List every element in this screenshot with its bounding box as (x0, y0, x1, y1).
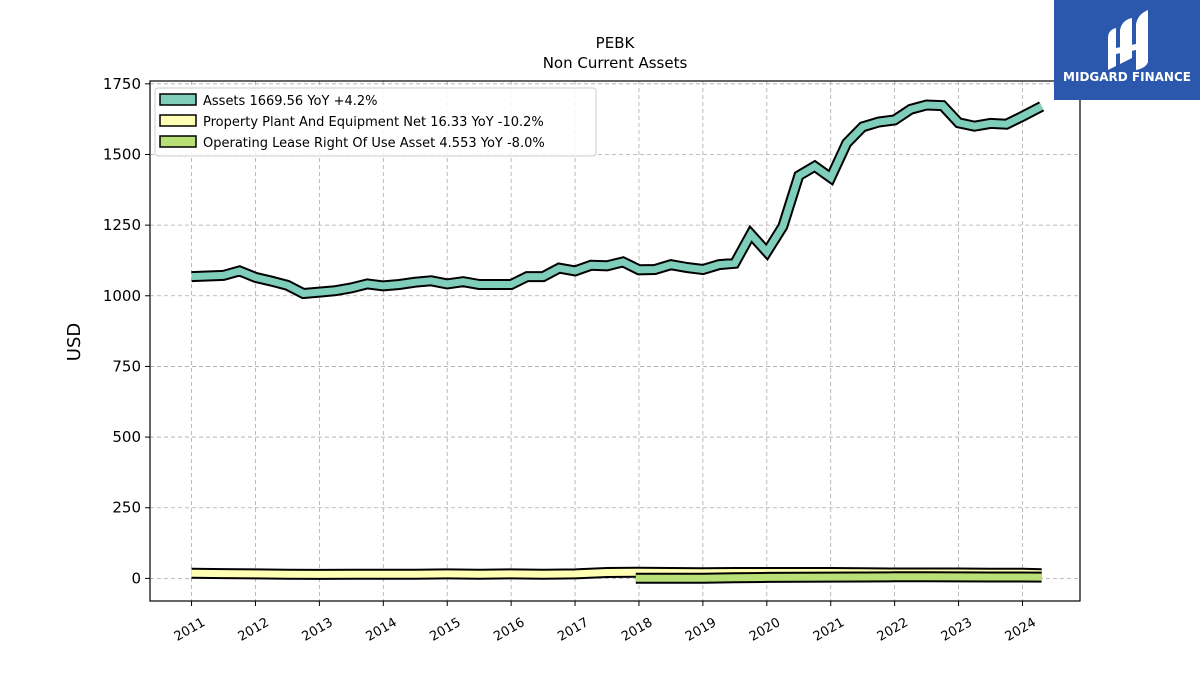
legend-label-assets: Assets 1669.56 YoY +4.2% (203, 94, 378, 109)
brand-mark-icon (1108, 10, 1148, 70)
y-axis-label: USD (64, 323, 85, 361)
grid (150, 81, 1080, 601)
y-axis: 0 250 500 750 1000 1250 1500 1750 (103, 75, 150, 587)
y-tick-label: 750 (112, 357, 141, 375)
y-tick-label: 1500 (103, 145, 141, 163)
y-tick-label: 1250 (103, 216, 141, 234)
x-tick-label: 2012 (236, 615, 272, 645)
y-tick-label: 1000 (103, 287, 141, 305)
x-tick-label: 2019 (683, 615, 719, 645)
legend: Assets 1669.56 YoY +4.2% Property Plant … (154, 87, 597, 157)
brand-logo: MIDGARD FINANCE (1054, 0, 1200, 100)
x-tick-label: 2022 (875, 615, 911, 645)
x-tick-label: 2017 (555, 615, 591, 645)
series-layer (191, 99, 1045, 584)
x-tick-label: 2018 (619, 615, 655, 645)
brand-logo-text: MIDGARD FINANCE (1063, 70, 1191, 84)
y-tick-label: 250 (112, 499, 141, 517)
chart-title: PEBK (596, 34, 636, 52)
y-tick-label: 1750 (103, 75, 141, 93)
x-tick-label: 2015 (427, 615, 463, 645)
series-line-operating-lease-right-of-use-asset (635, 573, 1042, 582)
x-tick-label: 2016 (491, 615, 527, 645)
x-tick-label: 2011 (172, 615, 208, 645)
x-tick-label: 2013 (300, 615, 336, 645)
legend-swatch-ppe (159, 114, 197, 127)
y-tick-label: 0 (131, 569, 141, 587)
series-line-assets (191, 101, 1044, 298)
x-axis: 2011 2012 2013 2014 2015 2016 2017 2018 2019 2020… (172, 601, 1039, 645)
legend-label-ppe: Property Plant And Equipment Net 16.33 Y… (203, 115, 544, 130)
x-tick-label: 2021 (811, 615, 847, 645)
legend-swatch-assets (159, 93, 197, 106)
plot-frame (149, 80, 1081, 602)
x-tick-label: 2014 (363, 615, 399, 645)
legend-swatch-operating-lease (159, 135, 197, 148)
x-tick-label: 2020 (747, 615, 783, 645)
x-tick-label: 2024 (1003, 615, 1039, 645)
x-tick-label: 2023 (939, 615, 975, 645)
legend-label-operating-lease: Operating Lease Right Of Use Asset 4.553… (203, 136, 545, 151)
legend-box (154, 87, 597, 157)
y-tick-label: 500 (112, 428, 141, 446)
chart-subtitle: Non Current Assets (543, 54, 688, 72)
